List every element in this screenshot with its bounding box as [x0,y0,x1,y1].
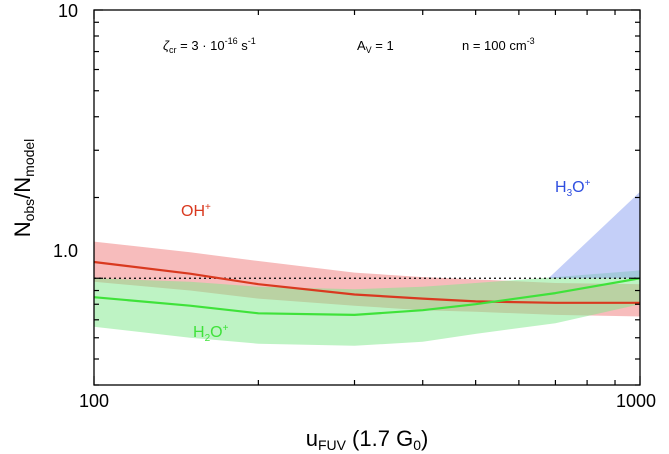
annotation-av: AV = 1 [357,38,394,55]
series-label-h3o-plus: H3O+ [555,178,591,199]
x-tick-label-100: 100 [79,391,109,411]
y-tick-label-10: 10 [58,1,78,21]
line-h2o-plus [93,277,641,316]
x-tick-label-1000: 1000 [616,391,656,411]
uncertainty-bands [94,191,640,346]
x-axis-title: uFUV (1.7 G0) [306,426,429,453]
band-h2o-plus [94,270,640,346]
series-label-oh-plus: OH+ [181,202,211,220]
y-axis-title: Nobs/Nmodel [10,139,37,238]
annotation-density: n = 100 cm-3 [462,36,535,53]
axis-ticks [93,9,641,386]
line-oh-plus [93,260,640,304]
annotation-zeta: ζcr = 3 · 10-16 s-1 [163,36,256,55]
series-label-h2o-plus: H2O+ [193,323,229,344]
band-h3o-plus [548,191,640,279]
series-lines [93,260,641,316]
y-tick-label-1: 1.0 [53,241,78,261]
